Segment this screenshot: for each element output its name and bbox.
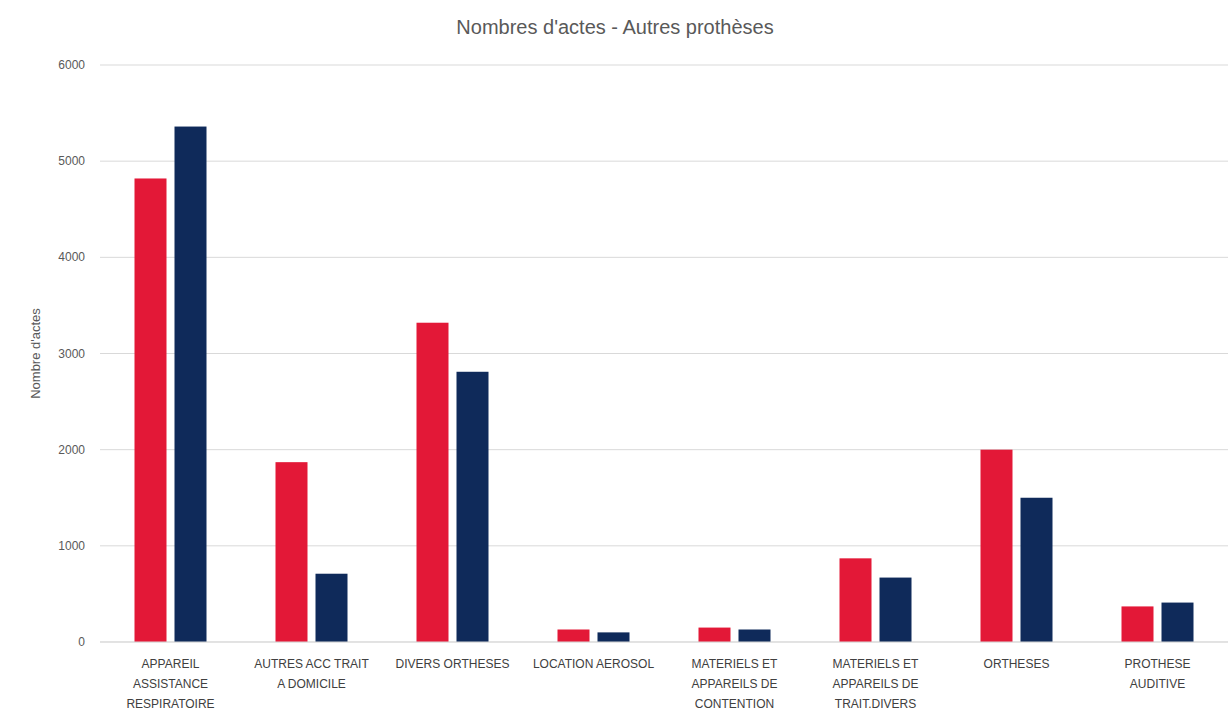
label-line: APPAREILS DE [833,677,919,691]
label-line: AUDITIVE [1130,677,1185,691]
y-tick-label: 3000 [58,347,85,361]
x-tick-label: MATERIELS ET APPAREILS DE CONTENTION [692,657,778,711]
bars [135,127,1194,642]
label-line: ASSISTANCE [133,677,208,691]
grid-line [100,353,1228,354]
bar [598,632,630,642]
bar [135,178,167,642]
x-axis-line [100,642,1228,643]
label-line: A DOMICILE [277,677,346,691]
label-line: MATERIELS ET [833,657,919,671]
label-line: LOCATION AEROSOL [533,657,654,671]
label-line: ORTHESES [984,657,1050,671]
label-line: CONTENTION [695,697,774,711]
chart: Nombres d'actes - Autres prothèses Nombre… [0,0,1230,724]
bar [880,578,912,642]
label-line: AUTRES ACC TRAIT [254,657,369,671]
y-tick-label: 1000 [58,539,85,553]
x-tick-label: LOCATION AEROSOL [533,657,654,671]
label-line: PROTHESE [1124,657,1190,671]
bar [316,574,348,642]
bar [981,450,1013,642]
bar [739,629,771,642]
bar [417,323,449,642]
y-tick-label: 0 [78,635,85,649]
bar [1162,603,1194,642]
grid-line [100,642,1228,643]
label-line: APPAREIL [142,657,200,671]
label-line: RESPIRATOIRE [126,697,214,711]
y-tick-label: 5000 [58,154,85,168]
bar [1021,498,1053,642]
label-line: APPAREILS DE [692,677,778,691]
grid-line [100,545,1228,546]
bar [276,462,308,642]
grid-line [100,161,1228,162]
x-tick-label: MATERIELS ET APPAREILS DE TRAIT.DIVERS [833,657,919,711]
x-tick-label: AUTRES ACC TRAIT A DOMICILE [254,657,369,691]
label-line: MATERIELS ET [692,657,778,671]
x-tick-label: ORTHESES [984,657,1050,671]
grid-line [100,65,1228,66]
bar [699,628,731,642]
y-tick-label: 4000 [58,250,85,264]
label-line: DIVERS ORTHESES [396,657,510,671]
x-tick-label: PROTHESE AUDITIVE [1124,657,1190,691]
bar [558,629,590,642]
bar [1122,606,1154,642]
y-tick-label: 2000 [58,443,85,457]
grid-line [100,449,1228,450]
grid-line [100,257,1228,258]
x-tick-label: DIVERS ORTHESES [396,657,510,671]
bar [840,558,872,642]
title: Nombres d'actes - Autres prothèses [456,16,773,38]
bar [175,127,207,642]
bar [457,372,489,642]
y-tick-label: 6000 [58,58,85,72]
y-axis-label: Nombre d'actes [28,308,43,399]
x-tick-label: APPAREIL ASSISTANCE RESPIRATOIRE [126,657,214,711]
label-line: TRAIT.DIVERS [835,697,916,711]
